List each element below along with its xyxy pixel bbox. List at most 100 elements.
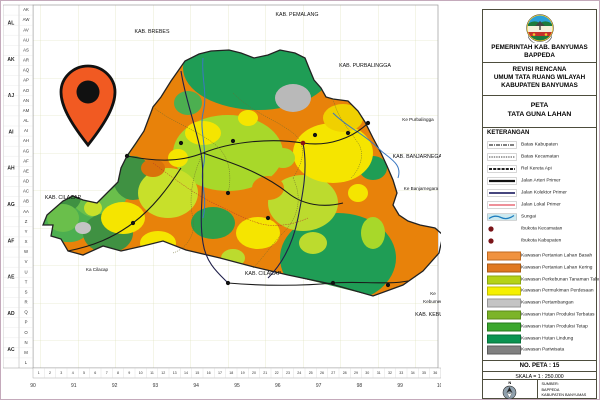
svg-text:AH: AH xyxy=(7,166,15,172)
svg-text:AK: AK xyxy=(23,7,29,12)
svg-text:Ke: Ke xyxy=(430,291,436,296)
svg-text:35: 35 xyxy=(422,371,426,375)
svg-text:29: 29 xyxy=(354,371,358,375)
svg-text:AF: AF xyxy=(23,158,29,163)
svg-text:2: 2 xyxy=(49,371,51,375)
svg-text:KAB. BANJARNEGARA: KAB. BANJARNEGARA xyxy=(393,154,441,160)
svg-text:30: 30 xyxy=(365,371,369,375)
svg-text:26: 26 xyxy=(320,371,324,375)
svg-text:S: S xyxy=(25,290,28,295)
svg-text:25: 25 xyxy=(309,371,313,375)
svg-text:18: 18 xyxy=(229,371,233,375)
svg-text:36: 36 xyxy=(433,371,437,375)
svg-text:KAB. KEBUMEN: KAB. KEBUMEN xyxy=(415,312,441,318)
svg-text:AH: AH xyxy=(23,138,29,143)
svg-text:91: 91 xyxy=(71,383,77,389)
svg-text:KAB. CILACAP: KAB. CILACAP xyxy=(45,195,82,201)
svg-text:Z: Z xyxy=(25,219,28,224)
svg-text:KAB. PURBALINGGA: KAB. PURBALINGGA xyxy=(339,63,391,69)
svg-text:27: 27 xyxy=(331,371,335,375)
svg-text:8: 8 xyxy=(117,371,119,375)
svg-text:AA: AA xyxy=(23,209,29,214)
svg-text:AE: AE xyxy=(23,169,29,174)
svg-text:AD: AD xyxy=(23,179,29,184)
svg-text:Y: Y xyxy=(25,229,28,234)
svg-text:AM: AM xyxy=(23,108,30,113)
svg-text:94: 94 xyxy=(193,383,199,389)
svg-text:32: 32 xyxy=(388,371,392,375)
svg-text:T: T xyxy=(25,279,28,284)
svg-text:AB: AB xyxy=(23,199,29,204)
svg-text:92: 92 xyxy=(112,383,118,389)
svg-text:AF: AF xyxy=(8,238,15,244)
svg-text:10: 10 xyxy=(139,371,143,375)
svg-text:X: X xyxy=(25,239,28,244)
svg-text:AN: AN xyxy=(23,98,29,103)
svg-text:AJ: AJ xyxy=(8,93,15,99)
svg-text:KAB. PEMALANG: KAB. PEMALANG xyxy=(276,12,319,18)
svg-text:Kebumen: Kebumen xyxy=(423,299,441,304)
svg-text:M: M xyxy=(24,350,28,355)
svg-text:AQ: AQ xyxy=(23,68,30,73)
svg-text:22: 22 xyxy=(275,371,279,375)
svg-text:13: 13 xyxy=(173,371,177,375)
svg-text:AC: AC xyxy=(23,189,29,194)
svg-text:Ke Banjarnegara: Ke Banjarnegara xyxy=(404,186,439,191)
svg-text:AC: AC xyxy=(7,347,15,353)
svg-text:16: 16 xyxy=(207,371,211,375)
svg-text:AO: AO xyxy=(23,88,30,93)
svg-text:AG: AG xyxy=(7,202,15,208)
svg-text:34: 34 xyxy=(411,371,415,375)
svg-text:21: 21 xyxy=(263,371,267,375)
svg-text:AU: AU xyxy=(23,37,29,42)
svg-text:AR: AR xyxy=(23,58,29,63)
svg-text:96: 96 xyxy=(275,383,281,389)
svg-text:Ka Cilacap: Ka Cilacap xyxy=(86,267,109,272)
svg-text:7: 7 xyxy=(106,371,108,375)
svg-text:3: 3 xyxy=(60,371,62,375)
svg-text:12: 12 xyxy=(161,371,165,375)
svg-text:AI: AI xyxy=(9,129,15,135)
svg-text:97: 97 xyxy=(316,383,322,389)
svg-text:19: 19 xyxy=(241,371,245,375)
svg-text:KAB. BREBES: KAB. BREBES xyxy=(134,29,169,35)
svg-text:AV: AV xyxy=(23,27,29,32)
svg-text:AG: AG xyxy=(23,148,30,153)
svg-text:14: 14 xyxy=(184,371,188,375)
svg-text:AS: AS xyxy=(23,48,29,53)
svg-text:Ke Purbalingga: Ke Purbalingga xyxy=(402,117,434,122)
svg-text:11: 11 xyxy=(150,371,154,375)
svg-text:93: 93 xyxy=(153,383,159,389)
svg-text:9: 9 xyxy=(128,371,130,375)
svg-text:31: 31 xyxy=(377,371,381,375)
svg-text:N: N xyxy=(24,340,27,345)
svg-text:AL: AL xyxy=(8,21,15,27)
svg-text:33: 33 xyxy=(399,371,403,375)
svg-text:4: 4 xyxy=(72,371,74,375)
svg-text:AW: AW xyxy=(23,17,31,22)
svg-text:98: 98 xyxy=(357,383,363,389)
svg-text:17: 17 xyxy=(218,371,222,375)
svg-text:20: 20 xyxy=(252,371,256,375)
svg-text:R: R xyxy=(24,300,27,305)
svg-text:KAB. CILACAP: KAB. CILACAP xyxy=(245,271,282,277)
svg-text:99: 99 xyxy=(397,383,403,389)
svg-text:AI: AI xyxy=(24,128,28,133)
svg-text:15: 15 xyxy=(195,371,199,375)
svg-text:28: 28 xyxy=(343,371,347,375)
svg-text:24: 24 xyxy=(297,371,301,375)
svg-text:90: 90 xyxy=(30,383,36,389)
svg-text:100: 100 xyxy=(437,383,441,389)
svg-text:5: 5 xyxy=(83,371,85,375)
svg-text:AP: AP xyxy=(23,78,29,83)
svg-text:V: V xyxy=(25,259,28,264)
svg-text:23: 23 xyxy=(286,371,290,375)
svg-text:P: P xyxy=(25,320,28,325)
svg-text:6: 6 xyxy=(94,371,96,375)
svg-text:U: U xyxy=(24,269,27,274)
svg-text:AE: AE xyxy=(8,275,16,281)
svg-text:AK: AK xyxy=(7,57,15,63)
svg-text:95: 95 xyxy=(234,383,240,389)
svg-text:AD: AD xyxy=(7,311,15,317)
svg-text:AL: AL xyxy=(23,118,29,123)
